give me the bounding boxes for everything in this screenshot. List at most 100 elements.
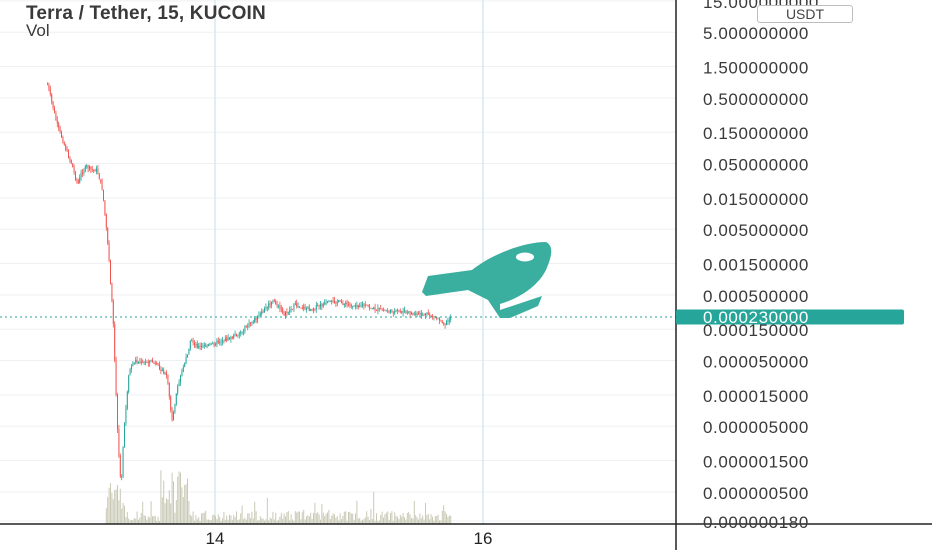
candle-body (257, 315, 258, 320)
candle-body (217, 340, 219, 343)
candle-body (381, 309, 383, 311)
volume-bar (199, 520, 201, 524)
price-tick-label: 0.000015000 (703, 387, 809, 406)
volume-bar (390, 513, 391, 524)
candle-body (124, 423, 125, 447)
candle-body (273, 300, 275, 302)
candle-body (47, 84, 48, 86)
candle-body (96, 168, 97, 172)
candle-body (426, 312, 428, 314)
volume-bar (315, 513, 317, 524)
volume-bar (182, 496, 184, 524)
volume-bar (447, 516, 449, 524)
candle-body (69, 157, 71, 160)
price-axis[interactable]: 15.0000000005.0000000001.5000000000.5000… (703, 0, 819, 532)
currency-badge[interactable]: USDT (757, 5, 853, 23)
candle-body (268, 303, 270, 308)
volume-bar (160, 470, 162, 524)
volume-bar (206, 519, 208, 524)
volume-bar (279, 516, 281, 524)
candle-body (252, 321, 254, 323)
volume-bar (115, 489, 117, 524)
volume-bar (132, 519, 134, 524)
volume-bar (346, 520, 348, 524)
volume-bar (213, 514, 215, 524)
candle-body (341, 301, 342, 303)
volume-bar (444, 511, 446, 524)
volume-bar (282, 518, 284, 524)
candle-body (415, 313, 417, 315)
volume-bar (161, 497, 163, 524)
candle-body (51, 94, 53, 102)
volume-bar (276, 520, 278, 524)
price-tick-label: 0.000500000 (703, 287, 809, 306)
candle-body (405, 310, 407, 313)
price-tick-label: 0.015000000 (703, 190, 809, 209)
candle-body (411, 313, 412, 315)
volume-bar (380, 515, 382, 524)
volume-bar (157, 516, 159, 524)
candle-body (194, 342, 195, 346)
price-tick-label: 0.000001500 (703, 453, 809, 472)
volume-bar (142, 501, 144, 524)
volume-bar (412, 518, 414, 524)
candle-body (406, 311, 408, 313)
volume-bar (383, 517, 384, 524)
candle-body (181, 371, 183, 377)
candle-body (166, 372, 167, 375)
volume-bar (191, 516, 193, 524)
volume-bar (387, 511, 389, 524)
candle-body (192, 340, 194, 343)
candle-body (222, 340, 223, 342)
volume-bar (350, 513, 352, 524)
candle-body (335, 302, 337, 304)
candle-body (427, 312, 429, 315)
candle-body (132, 362, 134, 367)
time-tick-label: 16 (474, 529, 493, 548)
candle-body (383, 310, 384, 312)
candle-body (202, 345, 204, 347)
candle-body (357, 305, 359, 307)
volume-bar (419, 513, 421, 524)
volume-bar (416, 517, 418, 524)
candle-body (93, 169, 95, 171)
volume-bar (370, 509, 372, 524)
candle-body (241, 331, 243, 333)
volume-bar (166, 498, 167, 524)
candle-body (293, 304, 295, 310)
volume-bar (219, 517, 221, 524)
volume-bar (377, 520, 379, 524)
candle-body (433, 316, 435, 318)
volume-bar (133, 518, 135, 524)
candle-body (387, 310, 389, 312)
candle-body (117, 394, 118, 430)
volume-bar (220, 520, 222, 524)
candle-body (286, 311, 288, 313)
candle-body (188, 348, 190, 355)
volume-indicator-label[interactable]: Vol (26, 21, 50, 40)
candle-body (423, 314, 425, 316)
candle-body (356, 305, 358, 307)
candle-body (216, 340, 218, 345)
volume-bar (334, 514, 335, 524)
candle-body (304, 306, 306, 310)
candle-body (189, 341, 191, 349)
candle-body (143, 362, 145, 364)
candle-body (238, 333, 240, 335)
volume-bar (264, 520, 265, 524)
volume-bar (434, 516, 436, 524)
time-axis[interactable]: 14 16 (206, 529, 493, 548)
candle-body (125, 408, 127, 424)
candle-body (271, 301, 272, 305)
candle-body (303, 306, 305, 309)
candle-body (369, 306, 370, 308)
candle-body (398, 310, 400, 312)
candle-body (227, 337, 229, 341)
candle-body (168, 383, 170, 397)
candle-body (367, 305, 369, 307)
candle-body (73, 167, 75, 173)
candle-body (436, 317, 438, 319)
volume-bar (266, 497, 268, 524)
candle-body (146, 362, 148, 363)
